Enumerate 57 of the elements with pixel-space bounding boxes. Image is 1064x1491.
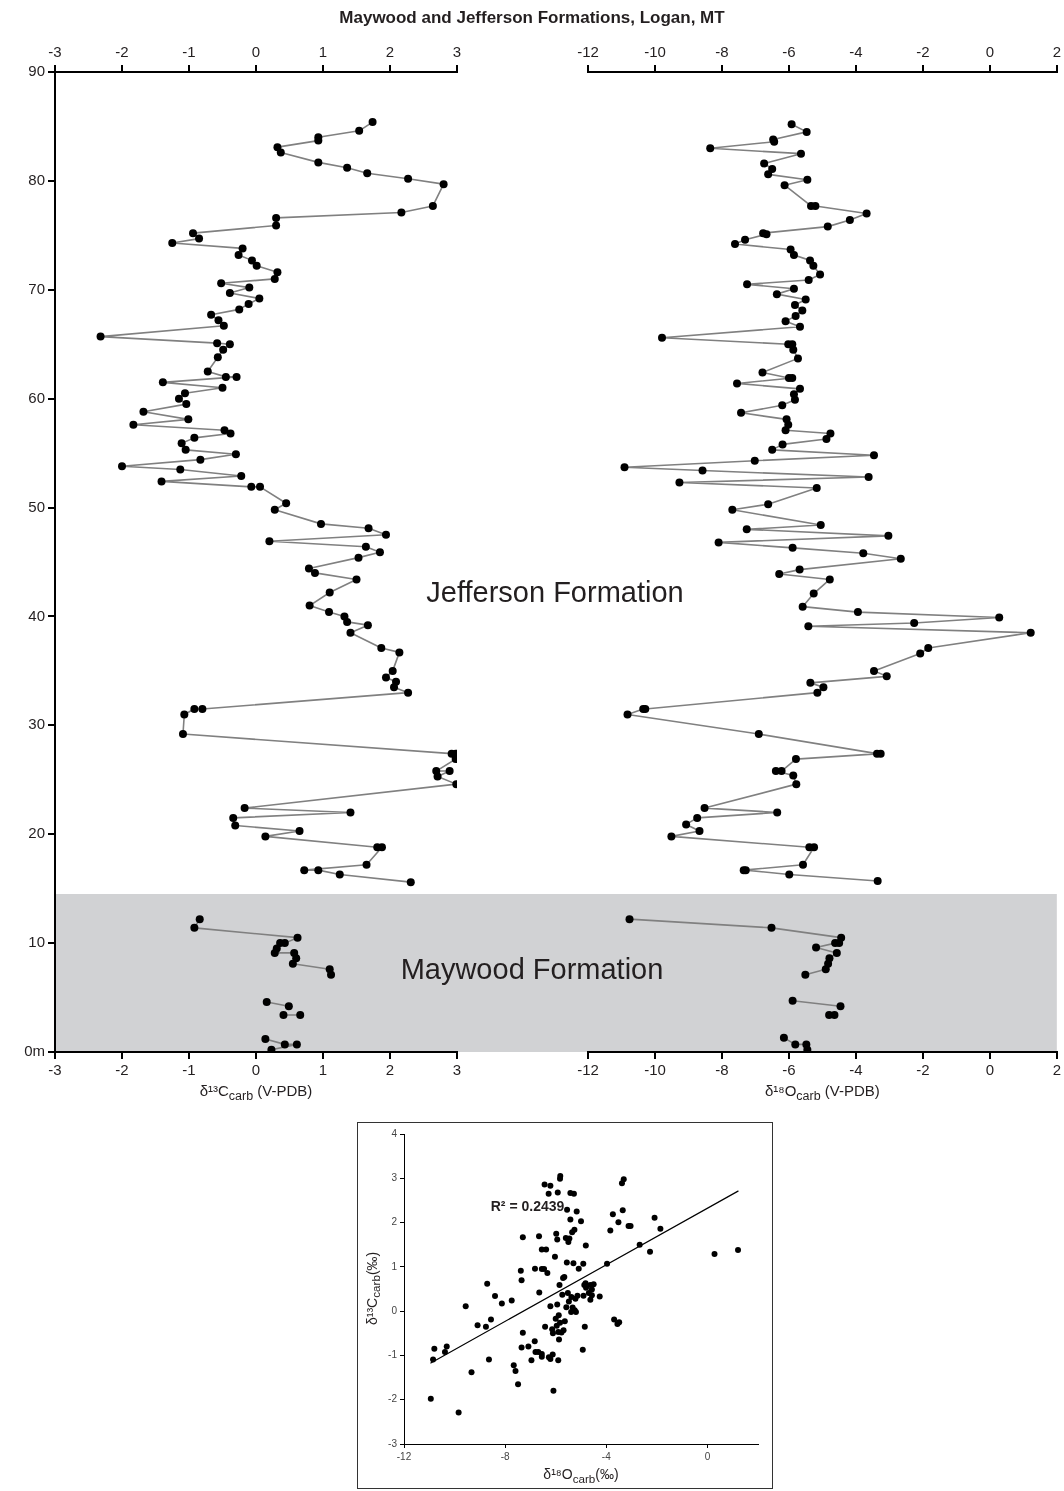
x2-tick-label: -2 (916, 43, 930, 61)
x-tick-label: -2 (115, 1061, 129, 1079)
x-tick-label: -12 (396, 1450, 412, 1462)
x2-tick-label: 1 (318, 43, 328, 61)
text: Maywood and Jefferson Formations, Logan, MT (338, 8, 726, 28)
x2-tick-label: 0 (251, 43, 261, 61)
y-tick-label: 0m (24, 1042, 45, 1060)
y-tick-label: 3 (391, 1172, 398, 1184)
y-tick-label: -2 (388, 1393, 398, 1405)
x2-tick-label: -12 (577, 43, 599, 61)
x-tick-label: -10 (644, 1061, 666, 1079)
y-tick-label: 50 (28, 497, 45, 515)
x2-tick-label: -1 (182, 43, 196, 61)
y-tick-label: 0 (391, 1304, 398, 1316)
y-tick-label: 2 (391, 1216, 398, 1228)
x-tick-label: 3 (452, 1061, 462, 1079)
x-tick-label: 0 (985, 1061, 995, 1079)
y-tick-label: 90 (28, 62, 45, 80)
x2-tick-label: 2 (1052, 43, 1061, 61)
band-label: Maywood Formation (399, 953, 665, 987)
x2-tick-label: -4 (849, 43, 863, 61)
annotation: Jefferson Formation (425, 576, 685, 610)
x-tick-label: -6 (782, 1061, 796, 1079)
x-tick-label: 2 (1052, 1061, 1061, 1079)
y-tick-label: 10 (28, 933, 45, 951)
x-axis-title: δ¹³C$_{carb}$ (V-PDB) (198, 1082, 314, 1103)
x-tick-label: -1 (182, 1061, 196, 1079)
y-tick-label: 30 (28, 715, 45, 733)
y-tick-label: 40 (28, 606, 45, 624)
x-tick-label: 1 (318, 1061, 328, 1079)
x-tick-label: -3 (48, 1061, 62, 1079)
x-axis-title: δ¹⁸O$_{carb}$ (V-PDB) (763, 1082, 881, 1103)
x-tick-label: -8 (715, 1061, 729, 1079)
x2-tick-label: 0 (985, 43, 995, 61)
x-axis-title: δ¹⁸O$_{carb}$(‰) (542, 1466, 620, 1485)
x-tick-label: -2 (916, 1061, 930, 1079)
annotation: R² = 0.2439 (490, 1197, 565, 1214)
y-tick-label: 80 (28, 171, 45, 189)
x-tick-label: -8 (500, 1450, 511, 1462)
y-tick-label: -3 (388, 1437, 398, 1449)
y-tick-label: 4 (391, 1127, 398, 1139)
x2-tick-label: -3 (48, 43, 62, 61)
x2-tick-label: -2 (115, 43, 129, 61)
x-tick-label: -4 (849, 1061, 863, 1079)
y-tick-label: 20 (28, 824, 45, 842)
x-tick-label: 0 (704, 1450, 711, 1462)
x-tick-label: -4 (601, 1450, 612, 1462)
x2-tick-label: 3 (452, 43, 462, 61)
y-tick-label: 70 (28, 279, 45, 297)
x2-tick-label: -10 (644, 43, 666, 61)
x-tick-label: -12 (577, 1061, 599, 1079)
x2-tick-label: -8 (715, 43, 729, 61)
x-tick-label: 0 (251, 1061, 261, 1079)
y-tick-label: 60 (28, 388, 45, 406)
y-tick-label: 1 (391, 1260, 398, 1272)
y-tick-label: -1 (388, 1349, 398, 1361)
x2-tick-label: -6 (782, 43, 796, 61)
